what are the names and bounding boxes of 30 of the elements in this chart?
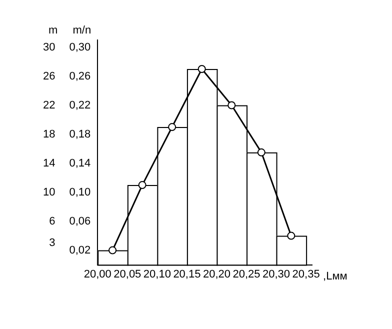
x-tick-label: 20,20 (202, 268, 230, 280)
y-tick-label: 0,06 (69, 215, 91, 228)
y-tick-label: 0,18 (69, 128, 91, 140)
x-axis-title: ,Lмм (323, 270, 348, 282)
y2-axis-title: m (48, 24, 58, 37)
y2-tick-label: 22 (42, 99, 56, 112)
x-tick-label: 20,35 (292, 268, 320, 280)
x-tick-label: 20,25 (232, 268, 260, 280)
point (287, 232, 296, 240)
y2-tick-label: 18 (42, 128, 56, 140)
y-tick-label: 0,22 (69, 99, 91, 112)
y2-tick-label: 14 (42, 157, 56, 170)
x-tick-label: 20,05 (114, 268, 142, 280)
point (108, 246, 117, 254)
x-tick-label: 20,30 (262, 268, 290, 280)
y2-tick-label: 26 (42, 70, 56, 82)
y2-tick-label: 3 (49, 237, 56, 250)
point (228, 101, 236, 110)
x-tick-label: 20,10 (143, 268, 171, 280)
y-axis-title: m/n (72, 24, 92, 37)
y2-tick-label: 6 (49, 215, 56, 228)
y2-tick-label: 10 (42, 186, 56, 198)
y-tick-label: 0,14 (69, 157, 91, 170)
x-tick-label: 20,00 (84, 268, 112, 280)
y2-tick-label: 30 (42, 41, 56, 54)
y-tick-label: 0,30 (69, 41, 91, 54)
x-tick-label: 20,15 (173, 268, 201, 280)
y-tick-label: 0,26 (69, 70, 91, 82)
y-tick-label: 0,10 (69, 186, 91, 198)
y-tick-label: 0,02 (69, 244, 91, 256)
